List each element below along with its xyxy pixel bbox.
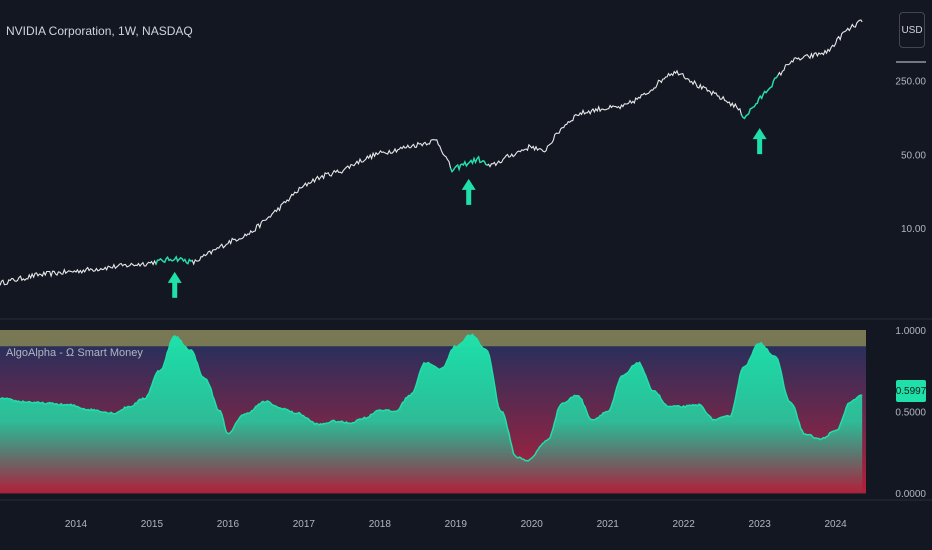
price-pane[interactable] — [0, 19, 863, 298]
oscillator-line — [0, 333, 863, 462]
price-tick-label: 50.00 — [901, 150, 926, 161]
oscillator-area — [0, 334, 863, 493]
currency-button[interactable]: USD — [899, 12, 925, 48]
time-tick-label: 2020 — [521, 519, 544, 530]
time-tick-label: 2021 — [597, 519, 620, 530]
time-tick-label: 2023 — [749, 519, 772, 530]
indicator-value-badge: 0.5997 — [896, 380, 926, 402]
buy-signal-arrow-1[interactable] — [167, 271, 182, 298]
indicator-axis: 1.0000 0.5000 0.0000 — [895, 326, 926, 500]
signal-highlight-2 — [449, 155, 488, 173]
indicator-pane[interactable] — [0, 330, 866, 494]
price-series-line — [0, 19, 863, 286]
buy-signal-arrow-2[interactable] — [461, 178, 476, 205]
symbol-title[interactable]: NVIDIA Corporation, 1W, NASDAQ — [6, 24, 193, 38]
indicator-tick-label: 0.0000 — [895, 489, 926, 500]
time-tick-label: 2014 — [65, 519, 88, 530]
indicator-title[interactable]: AlgoAlpha - Ω Smart Money — [6, 347, 143, 359]
time-axis[interactable]: 2014 2015 2016 2017 2018 2019 2020 2021 2022 2023… — [0, 499, 932, 530]
price-axis[interactable]: 10.00 50.00 250.00 — [895, 61, 926, 235]
buy-signal-arrow-3[interactable] — [752, 128, 767, 155]
time-tick-label: 2024 — [824, 519, 847, 530]
signal-highlight-3 — [740, 75, 779, 120]
time-tick-label: 2018 — [369, 519, 392, 530]
indicator-tick-label: 0.5000 — [895, 408, 926, 419]
time-tick-label: 2016 — [217, 519, 240, 530]
indicator-tick-label: 1.0000 — [895, 326, 926, 337]
price-tick-label: 10.00 — [901, 224, 926, 235]
time-tick-label: 2017 — [293, 519, 316, 530]
price-tick-label: 250.00 — [895, 77, 926, 88]
time-tick-label: 2019 — [445, 519, 468, 530]
time-tick-label: 2022 — [673, 519, 696, 530]
signal-highlight-1 — [155, 255, 193, 265]
overbought-band — [0, 330, 866, 347]
time-tick-label: 2015 — [141, 519, 164, 530]
